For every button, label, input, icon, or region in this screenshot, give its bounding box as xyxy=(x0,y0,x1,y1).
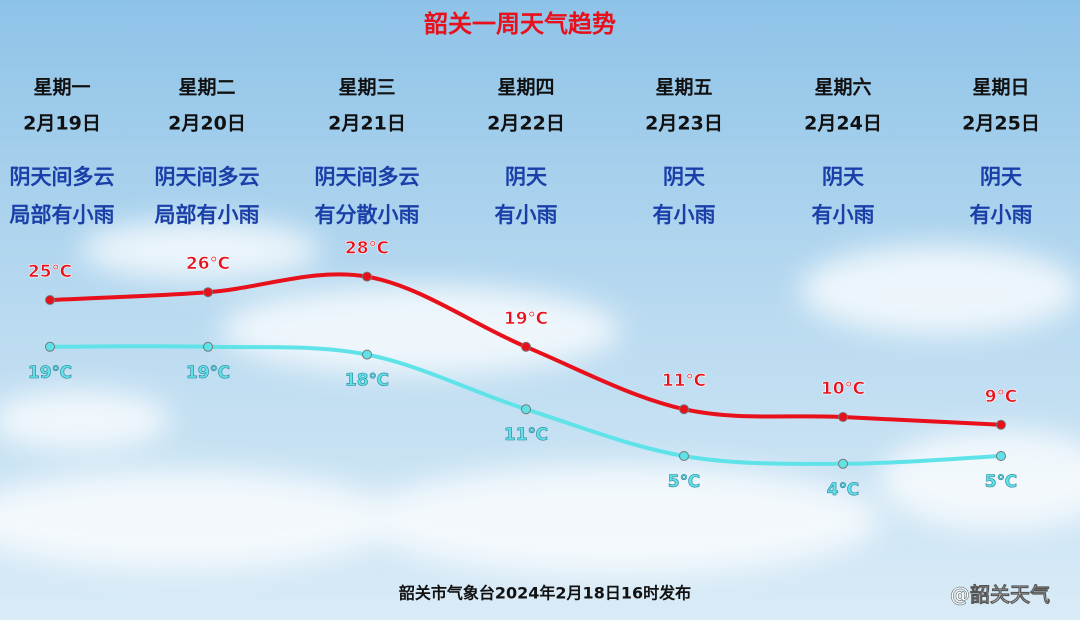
temp-point xyxy=(679,404,689,415)
watermark: @韶关天气 xyxy=(950,583,1050,607)
date: 2月25日 xyxy=(962,113,1040,135)
weekday: 星期六 xyxy=(814,76,871,99)
weather-desc: 局部有小雨 xyxy=(155,203,260,227)
chart-title: 韶关一周天气趋势 xyxy=(424,10,616,38)
weekday: 星期四 xyxy=(497,77,554,99)
temp-label: 26℃ xyxy=(186,254,230,274)
weekday: 星期二 xyxy=(178,77,235,99)
date: 2月24日 xyxy=(804,113,882,135)
footer: 韶关市气象台2024年2月18日16时发布 xyxy=(399,584,691,603)
weather-desc: 有小雨 xyxy=(970,203,1033,227)
temp-point xyxy=(838,458,848,469)
weather-desc: 阴天 xyxy=(980,165,1023,189)
temp-label: 19℃ xyxy=(504,309,548,329)
weather-desc: 阴天 xyxy=(505,165,548,189)
temp-label: 4℃ xyxy=(827,480,859,500)
temp-point xyxy=(521,341,531,352)
temp-label: 25℃ xyxy=(28,262,72,282)
weather-desc: 有小雨 xyxy=(495,203,558,227)
weather-desc: 阴天间多云 xyxy=(155,165,260,189)
date: 2月19日 xyxy=(23,113,101,135)
temp-point xyxy=(521,404,531,415)
temp-point xyxy=(679,451,689,461)
temp-label: 19℃ xyxy=(186,363,230,383)
temp-point xyxy=(838,412,848,422)
temp-label: 10℃ xyxy=(821,379,865,399)
date: 2月20日 xyxy=(168,113,246,135)
weather-desc: 阴天 xyxy=(663,165,706,189)
weekday: 星期五 xyxy=(655,77,712,99)
temp-point xyxy=(996,451,1006,461)
temp-label: 9℃ xyxy=(985,387,1017,407)
weather-desc: 阴天 xyxy=(822,165,865,189)
temp-point xyxy=(996,419,1006,430)
weekday: 星期三 xyxy=(338,77,395,99)
weekday: 星期一 xyxy=(33,77,90,99)
weather-desc: 有分散小雨 xyxy=(315,203,420,227)
temp-label: 11℃ xyxy=(504,425,548,445)
temp-label: 5℃ xyxy=(668,472,700,492)
temp-label: 19℃ xyxy=(28,363,72,383)
weather-desc: 有小雨 xyxy=(812,203,875,227)
weather-desc: 阴天间多云 xyxy=(10,165,115,189)
weather-desc: 局部有小雨 xyxy=(10,203,115,227)
date: 2月22日 xyxy=(487,113,565,135)
temp-point xyxy=(45,341,55,352)
date: 2月23日 xyxy=(645,113,723,135)
temp-label: 5℃ xyxy=(985,472,1017,492)
temp-point xyxy=(362,271,372,282)
temp-point xyxy=(203,341,213,352)
temp-point xyxy=(203,287,213,298)
temp-point xyxy=(362,349,372,360)
weather-desc: 有小雨 xyxy=(653,203,716,227)
temp-point xyxy=(45,295,55,305)
temp-label: 28℃ xyxy=(345,239,389,259)
clouds xyxy=(0,220,1080,575)
weather-desc: 阴天间多云 xyxy=(315,165,420,189)
weekday: 星期日 xyxy=(972,77,1029,99)
temp-label: 18℃ xyxy=(345,371,389,391)
date: 2月21日 xyxy=(328,113,406,135)
temp-label: 11℃ xyxy=(662,371,706,391)
